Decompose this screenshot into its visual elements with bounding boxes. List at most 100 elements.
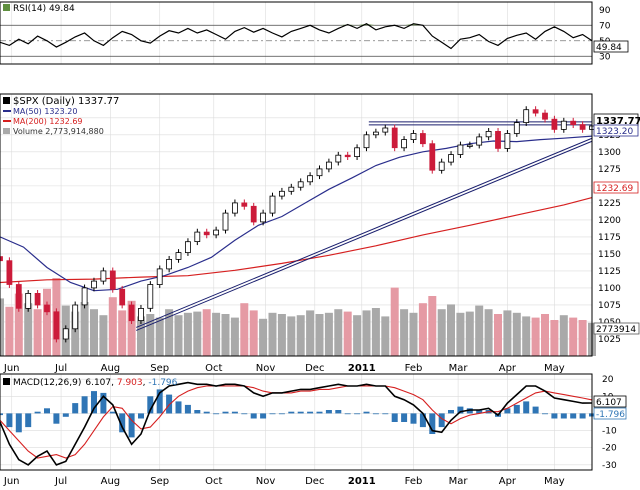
macd-histogram-bar [419,413,426,428]
price-candle-body [419,133,426,145]
macd-histogram-bar [532,406,539,414]
macd-histogram-bar [147,396,154,414]
macd-legend-swatch [3,378,10,385]
date-label: 2011 [348,363,376,374]
date-label: Feb [405,363,423,374]
macd-legend-signal: 7.903 [117,378,143,388]
macd-histogram-bar [222,411,229,414]
volume-bar [202,309,211,356]
macd-histogram-bar [325,410,332,414]
volume-bar [146,314,155,356]
macd-histogram-bar [81,396,88,414]
spx-last-value: 1337.77 [596,116,640,127]
price-candle-body [34,292,41,306]
price-candle-body [241,202,248,207]
price-tick-label: 1300 [598,148,621,158]
date-label: 2011 [348,476,376,487]
price-candle-body [81,287,88,306]
macd-histogram-bar [213,413,220,415]
date-label: Nov [256,363,276,374]
macd-histogram-bar [448,410,454,414]
rsi-legend-label: RSI(14) 49.84 [13,4,75,14]
volume-bar [541,314,549,356]
volume-bar [494,314,502,356]
macd-legend-label: MACD(12,26,9) 6.107, 7.903, -1.796 [13,378,178,388]
macd-histogram-bar [401,413,408,422]
volume-last-value: 2773914 [596,325,636,335]
rsi-tick-label: 90 [599,6,611,16]
price-frame [0,93,593,357]
date-label: Jun [3,363,20,374]
macd-histogram-bar [194,410,201,414]
volume-bar [240,303,249,356]
price-candle-body [391,127,398,149]
price-grid [0,94,592,356]
date-label: Sep [150,476,169,487]
price-candle-body [532,109,539,114]
rsi-panel: 90705030 RSI(14) 49.84 49.84 [0,1,629,65]
macd-legend-hist: -1.796 [148,378,177,388]
spx-legend-swatch [3,97,10,104]
volume-bar [155,317,164,356]
macd-histogram-bar [504,408,511,414]
volume-bar [437,309,446,356]
macd-histogram-bar [466,408,473,414]
ma50-line [0,135,593,292]
macd-histogram-bar [62,413,69,417]
price-candle-body [6,260,13,285]
date-axis-bottom: Jun Jul Aug Sep Oct Nov Dec 2011 Feb Mar Apr May [3,476,565,487]
rsi-legend-swatch [3,4,10,11]
price-candle-body [485,130,492,138]
price-candle-body [222,212,229,231]
price-candle-body [250,205,257,223]
price-candle-body [363,134,370,149]
price-candle-body [410,133,417,140]
price-candle-body [119,288,126,306]
volume-bar [400,309,409,356]
macd-histogram-bar [513,404,520,414]
macd-histogram-bar [551,413,558,419]
volume-bar [324,312,333,356]
macd-histogram-bar [138,413,144,419]
volume-bar [127,300,136,356]
volume-bar [353,315,362,356]
volume-bar [277,314,286,356]
price-candle-body [15,284,22,309]
price-candle-body [166,258,173,270]
macd-histogram-bar [363,411,370,414]
volume-bar [522,316,531,356]
volume-bar [33,309,42,356]
price-tick-label: 1100 [598,284,621,294]
macd-histogram-bar [372,413,379,415]
macd-histogram-bar [53,413,60,424]
macd-histogram-bar [34,411,41,414]
macd-histogram-bar [203,411,210,414]
volume-bar [99,315,108,356]
price-candle-body [0,256,3,262]
price-tick-label: 1125 [598,267,621,277]
volume-bar [137,316,145,356]
macd-histogram-bar [335,410,342,414]
macd-histogram-bar [109,411,116,414]
volume-bar [362,310,371,356]
volume-bar [296,315,305,356]
date-label: Aug [101,476,121,487]
macd-histogram-bar [100,392,107,414]
macd-frame [0,373,593,471]
macd-histogram-bar [344,413,351,415]
date-label: Mar [449,476,469,487]
volume-bar [409,312,418,356]
volume-bar [484,309,493,356]
date-label: Nov [256,476,276,487]
volume-bar [381,316,390,356]
date-axis-top: Jun Jul Aug Sep Oct Nov Dec 2011 Feb Mar Apr May [3,363,565,374]
price-candle-body [138,307,144,321]
volume-last-box [593,322,640,335]
price-candle-body [457,144,464,155]
volume-bar [465,311,474,356]
macd-histogram-bar [457,406,464,414]
price-tick-label: 1225 [598,199,621,209]
date-label: Apr [499,476,517,487]
volume-bar [193,311,202,356]
price-candle-body [438,161,445,171]
